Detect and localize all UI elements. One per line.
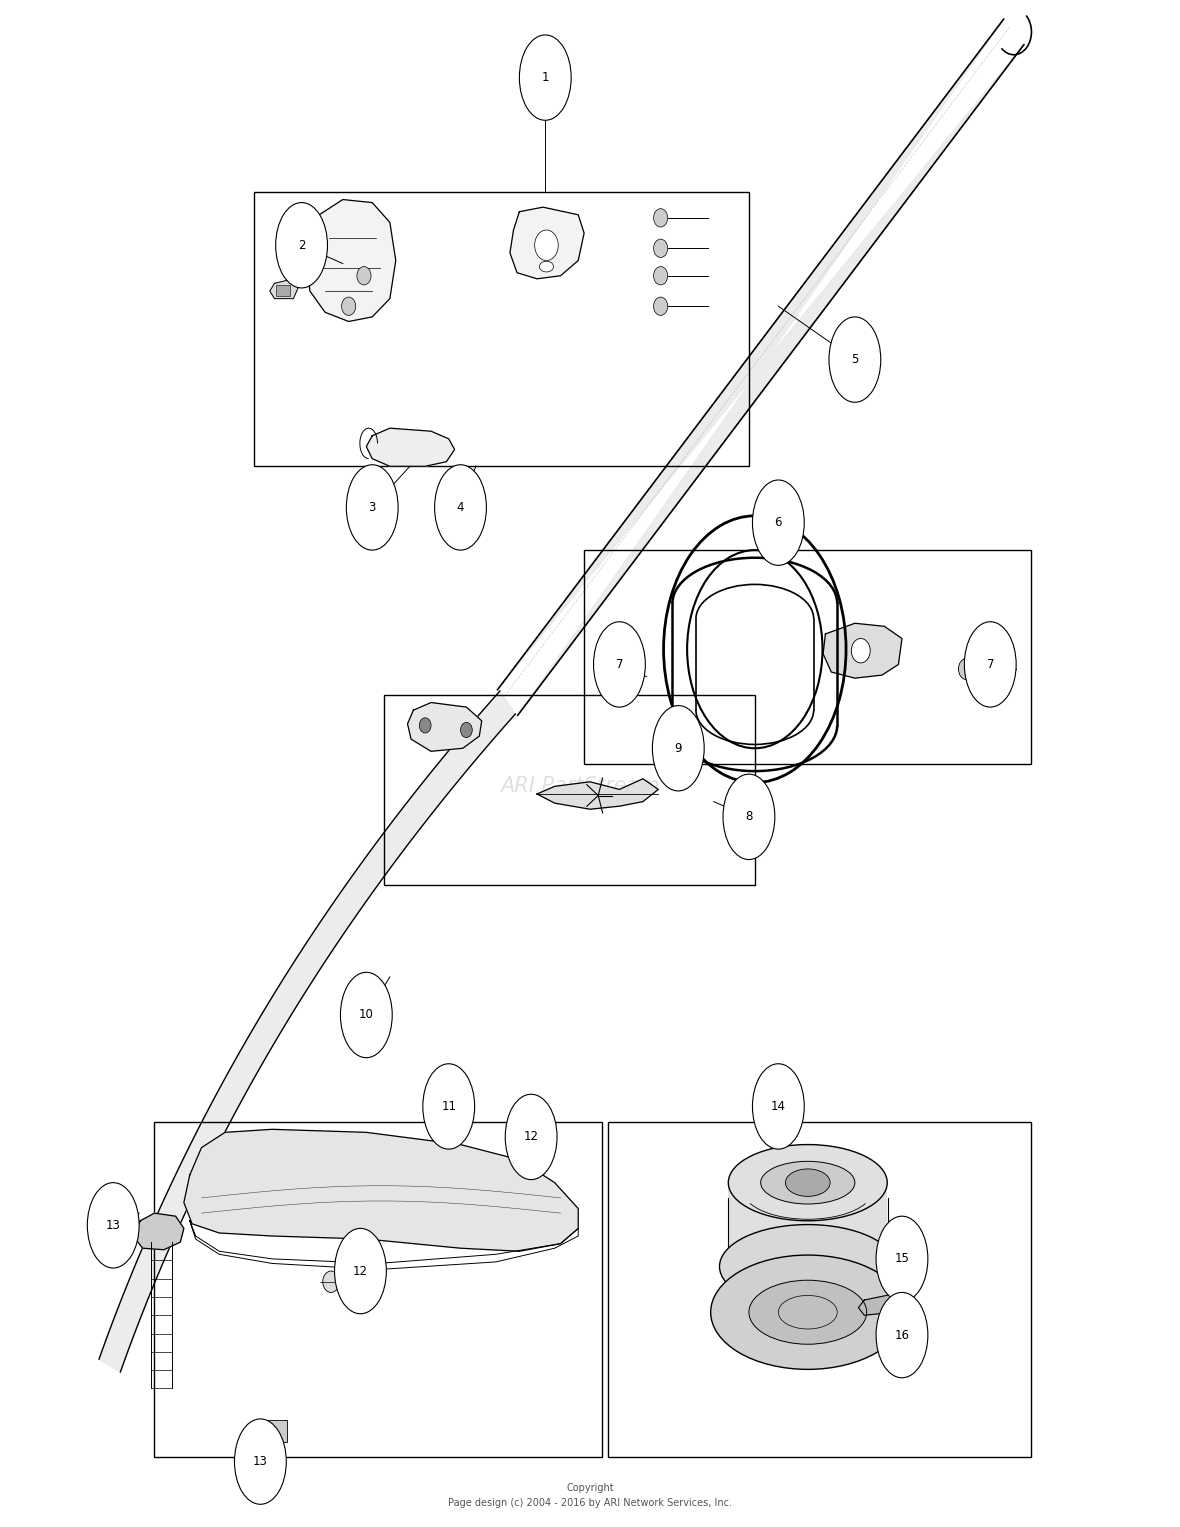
Polygon shape [498,20,1024,715]
Polygon shape [308,200,395,322]
Ellipse shape [753,1064,805,1150]
Text: Copyright: Copyright [566,1483,614,1492]
Ellipse shape [830,318,880,402]
Text: 7: 7 [986,658,994,670]
Circle shape [654,240,668,258]
Bar [155,1122,602,1457]
Text: 5: 5 [851,353,859,366]
Bar [608,1122,1031,1457]
Ellipse shape [335,1228,386,1313]
Text: 15: 15 [894,1252,910,1266]
Polygon shape [99,692,516,1371]
Ellipse shape [728,1145,887,1220]
Text: 3: 3 [368,501,376,515]
Circle shape [654,267,668,286]
Ellipse shape [653,705,704,791]
Ellipse shape [720,1225,896,1309]
Circle shape [323,1270,340,1292]
Circle shape [419,718,431,733]
Ellipse shape [340,973,392,1058]
Circle shape [358,1264,374,1286]
Polygon shape [537,779,658,809]
Bar [276,286,290,296]
Text: 14: 14 [771,1099,786,1113]
Ellipse shape [594,621,645,707]
Polygon shape [407,702,481,751]
Text: 7: 7 [616,658,623,670]
Ellipse shape [710,1255,905,1370]
Ellipse shape [87,1182,139,1267]
Bar [584,550,1031,764]
Circle shape [602,641,625,672]
Polygon shape [133,1212,184,1249]
Text: 9: 9 [675,742,682,754]
Text: 2: 2 [297,238,306,252]
Text: 16: 16 [894,1328,910,1342]
Circle shape [356,267,371,286]
Ellipse shape [505,1095,557,1180]
Text: 13: 13 [253,1455,268,1467]
Polygon shape [366,428,454,466]
Bar [255,192,749,466]
Text: 4: 4 [457,501,464,515]
Ellipse shape [761,1162,854,1203]
Text: 11: 11 [441,1099,457,1113]
Polygon shape [510,208,584,279]
Circle shape [535,231,558,261]
Bar [728,1182,886,1274]
Ellipse shape [786,1170,831,1196]
Text: 6: 6 [774,516,782,530]
Circle shape [460,722,472,738]
Polygon shape [858,1293,902,1315]
Text: 10: 10 [359,1008,374,1022]
Bar [255,1420,288,1441]
Bar [384,695,755,886]
Text: Page design (c) 2004 - 2016 by ARI Network Services, Inc.: Page design (c) 2004 - 2016 by ARI Netwo… [448,1498,732,1507]
Circle shape [654,298,668,316]
Ellipse shape [723,774,775,860]
Text: 13: 13 [106,1219,120,1232]
Ellipse shape [276,203,328,289]
Polygon shape [824,623,902,678]
Ellipse shape [519,35,571,121]
Ellipse shape [539,261,553,272]
Ellipse shape [753,479,805,565]
Text: 12: 12 [524,1130,538,1144]
Ellipse shape [235,1419,287,1504]
Circle shape [851,638,870,663]
Ellipse shape [346,464,398,550]
Text: ARI PartStream™: ARI PartStream™ [500,776,680,797]
Circle shape [958,658,975,680]
Polygon shape [184,1130,578,1251]
Ellipse shape [964,621,1016,707]
Text: 12: 12 [353,1264,368,1278]
Circle shape [341,298,355,316]
Ellipse shape [434,464,486,550]
Ellipse shape [876,1215,927,1301]
Text: 1: 1 [542,72,549,84]
Circle shape [654,209,668,228]
Ellipse shape [422,1064,474,1150]
Ellipse shape [876,1292,927,1377]
Ellipse shape [749,1280,866,1344]
Polygon shape [270,279,299,299]
Text: 8: 8 [746,811,753,823]
